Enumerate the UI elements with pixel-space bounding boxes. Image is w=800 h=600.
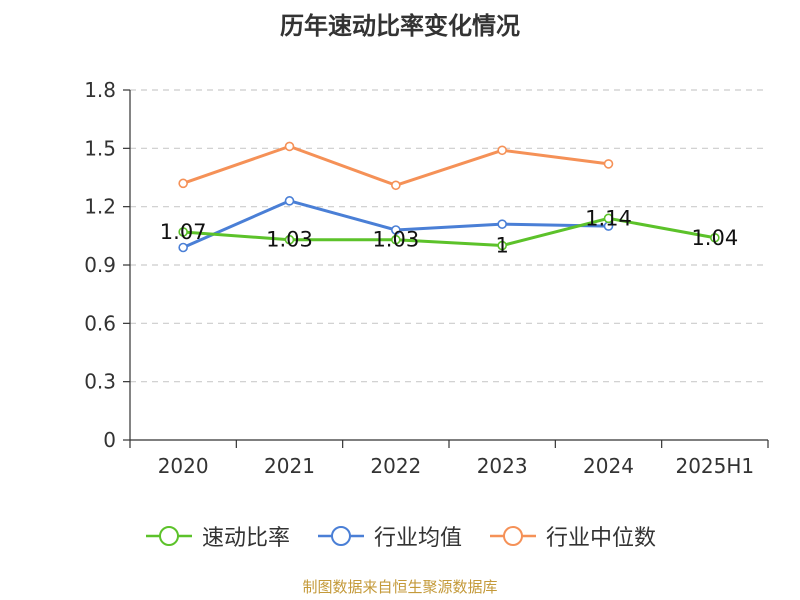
data-point [497,145,507,156]
data-point [603,159,614,169]
legend-item[interactable]: 行业中位数 [488,520,656,552]
data-label: 1.14 [585,206,632,230]
data-point [178,227,188,237]
legend-item[interactable]: 行业均值 [316,520,462,552]
legend: 速动比率 行业均值 行业中位数 [0,520,800,552]
y-tick-label: 0.6 [84,311,116,335]
data-point [710,232,720,243]
data-point [284,141,295,152]
y-tick-label: 0.9 [84,253,116,277]
x-tick-label: 2025H1 [675,454,754,478]
y-tick-label: 1.2 [84,195,116,219]
x-tick-label: 2023 [477,454,528,478]
data-point [284,234,295,245]
y-tick-label: 1.8 [84,78,116,102]
legend-symbol-marker [503,526,523,546]
legend-label: 速动比率 [201,526,290,551]
y-tick-label: 0 [103,428,116,452]
data-label: 1 [495,234,508,258]
axes: 0 0.3 0.6 0.9 1.2 1.5 1.8 2020 2021 2022 2023 2024 2… [84,78,769,478]
legend-symbol-icon [490,526,536,546]
data-point [497,219,507,229]
data-point [284,196,295,206]
gridlines [130,89,768,383]
data-point [178,178,188,189]
data-labels: 1.07 1.03 1.03 1 1.14 1.04 [160,206,738,257]
data-label: 1.04 [691,226,738,250]
data-label: 1.03 [372,228,419,252]
legend-symbol-marker [158,526,179,546]
legend-label: 行业中位数 [546,526,657,551]
data-point [391,225,401,235]
data-point [178,242,188,253]
legend-symbol-marker [330,526,351,546]
legend-symbol-icon [145,526,192,546]
series-line [182,144,609,187]
y-tick-label: 1.5 [84,136,116,160]
data-point [497,240,507,251]
data-point [391,180,401,191]
source-note: 制图数据来自恒生聚源数据库 [302,578,498,596]
legend-label: 行业均值 [373,526,462,551]
y-tick-label: 0.3 [84,370,116,394]
x-tick-label: 2020 [158,454,209,478]
x-tick-label: 2024 [583,454,634,478]
legend-item[interactable]: 速动比率 [144,520,290,552]
data-label: 1.03 [266,228,313,252]
legend-symbol-icon [317,526,364,546]
data-point [391,234,401,245]
chart-title: 历年速动比率变化情况 [280,12,520,40]
x-tick-label: 2021 [264,454,315,478]
series-line [183,216,716,248]
x-tick-label: 2022 [370,454,421,478]
data-point [603,213,614,224]
series-lines [178,141,720,253]
data-label: 1.07 [160,220,207,244]
